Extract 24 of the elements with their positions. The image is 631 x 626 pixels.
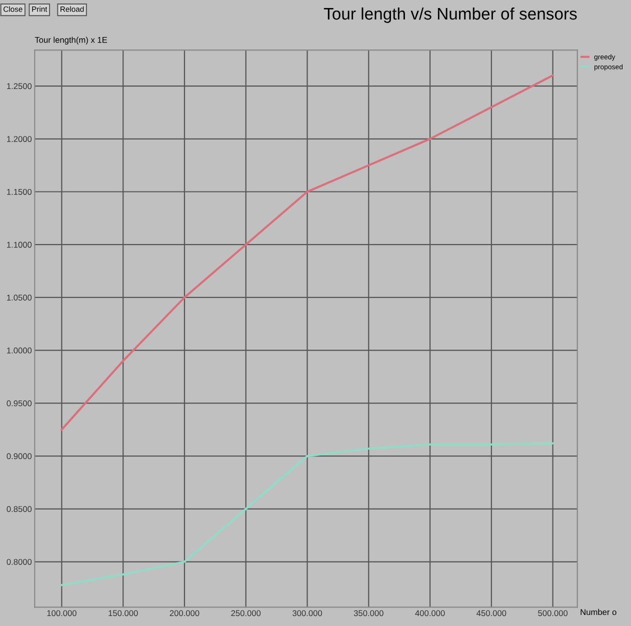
x-tick-label: 400.000 (415, 610, 445, 616)
x-tick-label: 500.000 (538, 610, 568, 616)
y-tick-label: 1.2500 (7, 83, 32, 90)
x-axis-title: Number o (580, 608, 616, 616)
x-tick-label: 250.000 (231, 610, 261, 616)
x-tick-label: 100.000 (47, 610, 76, 616)
y-tick-label: 0.8000 (6, 558, 32, 565)
y-tick-label: 1.2000 (7, 136, 32, 142)
line-series (60, 74, 554, 431)
y-tick-label: 0.8500 (6, 506, 32, 512)
line-series (60, 442, 554, 586)
x-tick-label: 350.000 (354, 610, 384, 616)
y-tick-label: 1.1000 (7, 242, 32, 248)
x-tick-label: 300.000 (292, 610, 322, 616)
x-tick-label: 450.000 (476, 610, 506, 616)
chart-title: Tour length v/s Number of sensors (324, 7, 577, 23)
y-tick-label: 1.0500 (7, 294, 32, 301)
y-tick-label: 1.0000 (7, 348, 32, 354)
y-tick-label: 1.1500 (7, 188, 32, 195)
x-tick-label: 200.000 (170, 610, 200, 616)
y-tick-label: 0.9000 (6, 453, 32, 460)
y-tick-label: 0.9500 (6, 400, 32, 406)
x-tick-label: 150.000 (108, 610, 138, 616)
y-axis-title: Tour length(m) x 1E (34, 36, 108, 45)
